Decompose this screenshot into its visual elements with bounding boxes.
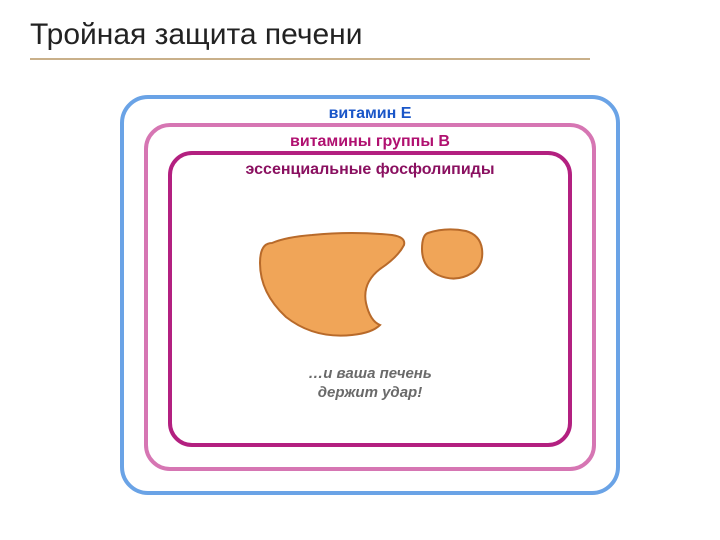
core-area: …и ваша печень держит удар! (194, 183, 546, 421)
liver-left-icon (252, 225, 412, 345)
liver-right-icon (418, 225, 488, 289)
caption: …и ваша печень держит удар! (194, 365, 546, 403)
liver-illustration (194, 225, 546, 345)
caption-line2: держит удар! (318, 384, 422, 401)
ring-outer-label: витамин Е (124, 105, 616, 123)
ring-inner-label: эссенциальные фосфолипиды (172, 161, 568, 179)
diagram: витамин Е витамины группы В эссенциальны… (120, 95, 620, 500)
ring-middle-label: витамины группы В (148, 133, 592, 151)
page-title: Тройная защита печени (30, 18, 590, 58)
title-underline (30, 58, 590, 60)
title-box: Тройная защита печени (30, 18, 590, 60)
caption-line1: …и ваша печень (308, 365, 432, 382)
